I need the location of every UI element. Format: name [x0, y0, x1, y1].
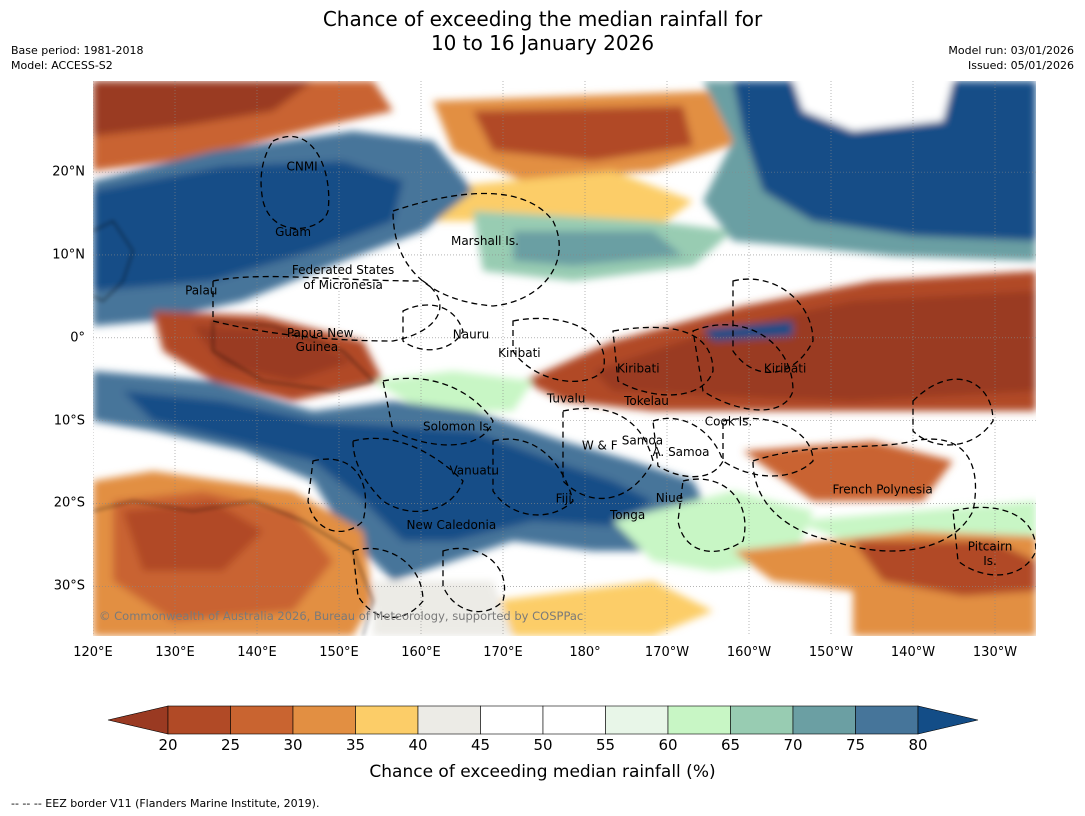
colorbar-tick-label: 60	[658, 736, 678, 754]
y-tick-label: 0°	[70, 330, 85, 346]
x-tick-label: 160°W	[726, 645, 772, 660]
colorbar-tick-label: 30	[283, 736, 303, 754]
x-tick-label: 160°E	[401, 645, 441, 660]
region-label: Vanuatu	[450, 463, 500, 477]
region-label: CNMI	[286, 159, 317, 173]
colorbar-segment	[167, 705, 231, 735]
eez-borders	[212, 135, 1036, 618]
x-tick-label: 140°W	[890, 645, 936, 660]
rainfall-map: CNMI Guam Marshall Is. Federated States of M…	[93, 81, 1036, 636]
coastlines	[93, 220, 374, 636]
region-label: Is.	[983, 554, 997, 568]
y-tick-label: 30°S	[53, 578, 85, 594]
colorbar-segment	[417, 705, 481, 735]
colorbar-segment	[605, 705, 669, 735]
y-tick-label: 10°S	[53, 413, 85, 429]
colorbar-tick-label: 45	[470, 736, 491, 754]
region-label: Cook Is.	[705, 415, 752, 429]
colorbar-tick-label: 25	[220, 736, 241, 754]
region-label: Federated States	[292, 263, 394, 277]
region-label: Papua New	[287, 326, 354, 340]
region-label: Solomon Is.	[423, 420, 493, 434]
region-label: Samoa	[622, 434, 663, 448]
region-label: Palau	[185, 284, 217, 298]
colorbar-high-extend	[917, 705, 979, 735]
colorbar-tick-label: 20	[158, 736, 178, 754]
map-attribution: © Commonwealth of Australia 2026, Bureau…	[99, 609, 583, 623]
colorbar-label: Chance of exceeding median rainfall (%)	[369, 762, 716, 782]
region-label: W & F	[582, 439, 618, 453]
colorbar-segment	[855, 705, 919, 735]
region-label: New Caledonia	[406, 518, 496, 532]
y-tick-label: 10°N	[52, 247, 85, 263]
region-label: Tokelau	[623, 394, 669, 408]
region-label: Guinea	[296, 340, 339, 354]
region-label: Marshall Is.	[451, 234, 519, 248]
colorbar-segment	[480, 705, 544, 735]
colorbar-segment	[292, 705, 356, 735]
x-tick-label: 130°E	[155, 645, 195, 660]
region-label: Kiribati	[617, 362, 659, 376]
eez-legend-footnote: -- -- -- EEZ border V11 (Flanders Marine…	[11, 797, 320, 810]
colorbar	[107, 705, 979, 735]
region-label: French Polynesia	[833, 483, 933, 497]
x-tick-label: 120°E	[73, 645, 113, 660]
y-tick-label: 20°S	[53, 495, 85, 511]
colorbar-tick-label: 80	[908, 736, 928, 754]
region-label: Tuvalu	[546, 391, 586, 405]
colorbar-tick-label: 70	[783, 736, 803, 754]
colorbar-segment	[230, 705, 294, 735]
model-name: Model: ACCESS-S2	[11, 59, 113, 72]
colorbar-tick-label: 40	[408, 736, 428, 754]
y-tick-label: 20°N	[52, 164, 85, 180]
region-label: Kiribati	[764, 362, 806, 376]
x-tick-label: 150°E	[319, 645, 359, 660]
colorbar-segment	[542, 705, 606, 735]
colorbar-segment	[792, 705, 856, 735]
graticule	[93, 81, 1036, 636]
page-title: Chance of exceeding the median rainfall …	[0, 7, 1085, 55]
base-period: Base period: 1981-2018	[11, 44, 144, 57]
region-label: Fiji	[556, 492, 572, 506]
title-line-1: Chance of exceeding the median rainfall …	[322, 7, 763, 31]
x-tick-label: 170°W	[644, 645, 690, 660]
region-label: Guam	[275, 225, 311, 239]
colorbar-tick-label: 65	[720, 736, 741, 754]
region-label: of Micronesia	[303, 278, 383, 292]
x-tick-label: 140°E	[237, 645, 277, 660]
colorbar-tick-label: 75	[845, 736, 866, 754]
colorbar-low-extend	[107, 705, 169, 735]
title-line-2: 10 to 16 January 2026	[430, 31, 655, 55]
model-run: Model run: 03/01/2026	[948, 44, 1074, 57]
meta-right: Model run: 03/01/2026 Issued: 05/01/2026	[948, 43, 1074, 73]
region-label: A. Samoa	[652, 445, 709, 459]
region-label: Pitcairn	[968, 540, 1013, 554]
x-tick-label: 180°	[569, 645, 601, 660]
region-label: Nauru	[453, 328, 489, 342]
colorbar-tick-label: 55	[595, 736, 616, 754]
region-label: Tonga	[609, 508, 645, 522]
colorbar-segment	[667, 705, 731, 735]
colorbar-segment	[730, 705, 794, 735]
colorbar-tick-label: 35	[345, 736, 366, 754]
issued-date: Issued: 05/01/2026	[967, 59, 1074, 72]
region-label: Kiribati	[498, 346, 540, 360]
x-tick-label: 150°W	[808, 645, 854, 660]
x-tick-label: 130°W	[972, 645, 1018, 660]
meta-left: Base period: 1981-2018 Model: ACCESS-S2	[11, 43, 143, 73]
x-tick-label: 170°E	[483, 645, 523, 660]
colorbar-tick-label: 50	[533, 736, 553, 754]
probability-field	[93, 81, 1036, 636]
region-label: Niue	[656, 491, 683, 505]
colorbar-segment	[355, 705, 419, 735]
